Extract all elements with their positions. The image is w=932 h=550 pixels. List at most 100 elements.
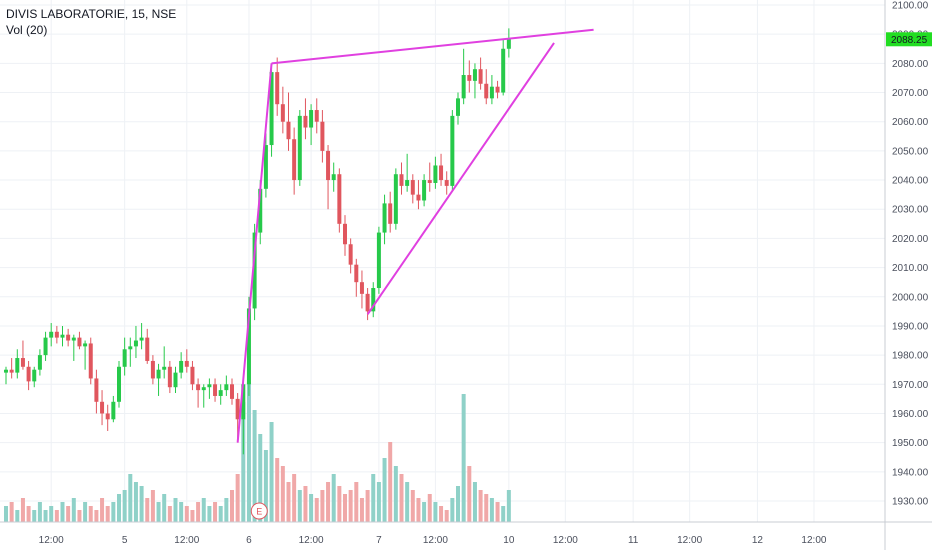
volume-bar	[478, 490, 483, 522]
candle-body	[235, 398, 240, 420]
y-tick-label: 2060.00	[892, 117, 929, 128]
candle-body	[314, 110, 319, 122]
candle-body	[484, 83, 489, 99]
volume-bar	[275, 458, 280, 522]
volume-bar	[263, 450, 268, 522]
volume-bar	[365, 490, 370, 522]
volume-bar	[26, 506, 31, 522]
last-price-label: 2088.25	[891, 35, 928, 46]
candle-body	[326, 150, 331, 181]
volume-bar	[122, 490, 127, 522]
volume-bar	[280, 466, 285, 522]
candle-body	[9, 369, 14, 373]
volume-bar	[326, 482, 331, 522]
candle-body	[26, 366, 31, 382]
volume-bar	[388, 442, 393, 522]
volume-bar	[405, 482, 410, 522]
candle-body	[309, 110, 314, 128]
candle-body	[207, 384, 212, 388]
candle-body	[331, 174, 336, 181]
candle-body	[286, 121, 291, 140]
x-tick-label: 12:00	[174, 535, 199, 546]
candle-body	[399, 174, 404, 186]
candle-body	[83, 343, 88, 347]
volume-bar	[167, 506, 172, 522]
candle-body	[303, 115, 308, 128]
candle-body	[359, 282, 364, 294]
candle-body	[150, 360, 155, 379]
volume-bar	[343, 494, 347, 522]
volume-bar	[376, 482, 381, 522]
trendline[interactable]	[271, 28, 594, 65]
volume-bar	[472, 482, 477, 522]
candle-body	[427, 180, 432, 183]
volume-bar	[506, 490, 511, 522]
trendlines[interactable]	[236, 28, 594, 443]
volume-bar	[337, 486, 342, 522]
volume-bar	[15, 510, 20, 522]
y-tick-label: 2100.00	[892, 1, 929, 12]
trendline[interactable]	[236, 63, 273, 443]
volume-bar	[309, 494, 314, 522]
volume-bar	[156, 502, 161, 522]
x-tick-label: 12:00	[801, 535, 826, 546]
candle-body	[456, 98, 460, 116]
candle-body	[156, 369, 161, 379]
volume-bar	[461, 394, 466, 522]
volume-bar	[371, 474, 376, 522]
volume-bar	[9, 502, 14, 522]
volume-bar	[32, 510, 37, 522]
volume-bar	[43, 510, 48, 522]
candle-body	[218, 390, 223, 396]
candle-body	[472, 69, 477, 81]
x-tick-label: 12:00	[39, 535, 64, 546]
candle-body	[461, 75, 466, 99]
volume-bar	[303, 486, 308, 522]
candle-body	[275, 72, 280, 105]
candle-body	[467, 75, 472, 81]
candle-body	[416, 194, 421, 201]
candle-body	[489, 86, 494, 99]
volume-bar	[111, 502, 116, 522]
candle-body	[365, 293, 370, 312]
x-tick-label: 12:00	[423, 535, 448, 546]
earnings-event-marker[interactable]: E	[250, 502, 268, 520]
volume-bar	[213, 502, 218, 522]
candle-body	[495, 86, 500, 93]
volume-bar	[427, 494, 432, 522]
volume-bar	[348, 490, 353, 522]
volume-bar	[467, 466, 472, 522]
candle-body	[184, 360, 189, 367]
volume-bar	[320, 490, 325, 522]
volume-bar	[201, 498, 206, 522]
grid	[0, 0, 885, 522]
volume-bar	[501, 506, 506, 522]
volume-bar	[179, 502, 184, 522]
candle-body	[501, 48, 506, 93]
symbol-title[interactable]: DIVIS LABORATORIE, 15, NSE	[6, 7, 177, 21]
volume-bar	[224, 498, 229, 522]
volume-bar	[444, 510, 449, 522]
trendline[interactable]	[366, 42, 555, 315]
volume-bar	[145, 498, 150, 522]
candle-body	[258, 188, 263, 233]
candle-body	[201, 387, 206, 391]
candle-body	[506, 39, 511, 49]
volume-indicator-label[interactable]: Vol (20)	[6, 23, 48, 37]
volume-bar	[241, 402, 246, 522]
volume-bar	[196, 502, 201, 522]
y-tick-label: 2010.00	[892, 263, 929, 274]
volume-bar	[252, 410, 257, 522]
volume-bar	[269, 422, 274, 522]
y-tick-label: 2080.00	[892, 59, 929, 70]
candle-body	[213, 384, 218, 396]
volume-bar	[235, 474, 240, 522]
candle-body	[173, 372, 178, 388]
volume-bar	[433, 502, 438, 522]
volume-bar	[117, 494, 121, 522]
volume-bar	[495, 502, 500, 522]
earnings-event-icon	[250, 502, 268, 520]
volume-bar	[49, 506, 54, 522]
